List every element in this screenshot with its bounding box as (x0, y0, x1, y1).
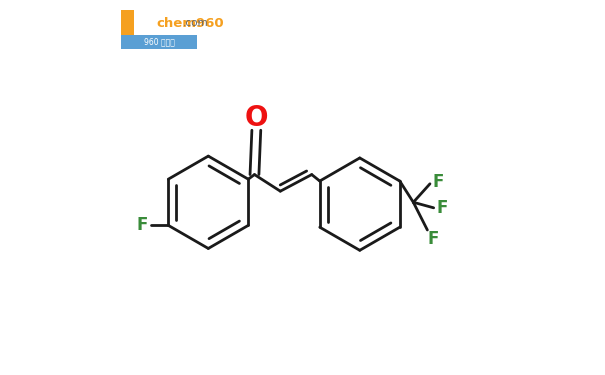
FancyBboxPatch shape (122, 10, 197, 49)
Text: F: F (137, 216, 148, 234)
Text: chem960: chem960 (157, 17, 224, 30)
Text: F: F (436, 199, 448, 217)
FancyBboxPatch shape (134, 10, 197, 42)
Text: .com: .com (183, 18, 208, 28)
Text: F: F (433, 173, 444, 191)
FancyBboxPatch shape (122, 35, 197, 49)
Text: F: F (428, 230, 439, 248)
Text: O: O (244, 104, 268, 132)
Text: 960 化工网: 960 化工网 (144, 38, 175, 46)
